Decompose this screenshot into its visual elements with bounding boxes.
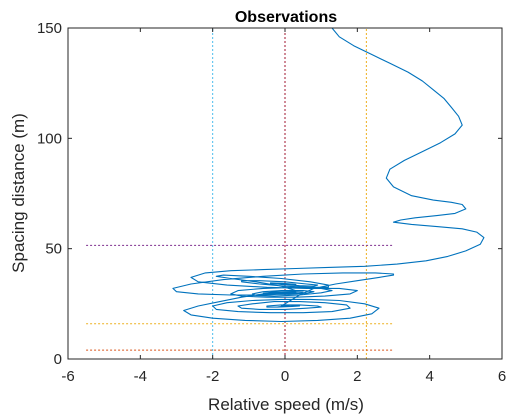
x-tick-label: -2 [206,368,219,385]
x-axis: -6 -4 -2 0 2 4 6 [61,28,506,385]
y-tick-label: 100 [37,130,62,147]
y-axis: 0 50 100 150 [37,20,502,368]
y-tick-label: 150 [37,20,62,37]
x-axis-label: Relative speed (m/s) [208,395,364,414]
y-tick-label: 50 [45,241,62,258]
x-tick-label: 6 [498,368,506,385]
y-tick-label: 0 [54,351,62,368]
trajectory-line [172,27,485,323]
x-tick-label: -6 [61,368,74,385]
reference-lines [86,28,394,359]
trajectory-layer [172,27,485,323]
x-tick-label: 4 [425,368,433,385]
y-axis-label: Spacing distance (m) [9,113,28,273]
x-tick-label: 2 [353,368,361,385]
x-tick-label: -4 [134,368,147,385]
x-tick-label: 0 [281,368,289,385]
chart-title: Observations [235,9,337,26]
